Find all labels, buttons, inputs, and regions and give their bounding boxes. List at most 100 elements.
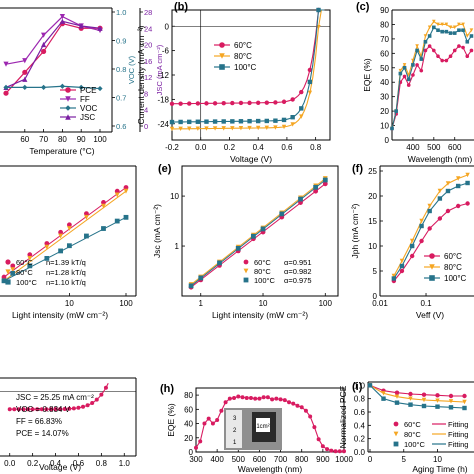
data-point (316, 7, 321, 13)
legend-label: 100°C (234, 63, 257, 72)
data-point (44, 244, 50, 250)
data-point (281, 99, 287, 104)
y-tick-label: 1.0 (354, 381, 366, 390)
data-point (66, 226, 72, 231)
y-tick-label: 10 (380, 122, 389, 131)
x-tick-label: 60 (20, 135, 29, 144)
data-point (448, 399, 454, 404)
data-point (427, 44, 432, 48)
data-point (59, 18, 65, 24)
data-point (238, 119, 244, 124)
legend-marker (219, 64, 225, 70)
panel-f: (f) 0.01 0.1 0 5 10 15 20 25 Veff (V) Jph (mA cm⁻²… (350, 163, 474, 320)
y-tick-label: 40 (380, 78, 389, 87)
panel-h: (h) 300 400 500 600 700 800 900 1000 0 20 40 60 80 Wav… (160, 383, 353, 474)
data-point (16, 407, 21, 412)
data-point (421, 392, 427, 397)
y-tick-label: 0.6 (354, 408, 366, 417)
data-point (402, 63, 407, 67)
series-line-voc (6, 85, 101, 90)
series-line-pce (5, 22, 100, 94)
data-point (27, 256, 33, 261)
jsc-tick-label: 20 (144, 41, 152, 50)
eqe-curve-0 (391, 45, 472, 129)
data-point (462, 399, 467, 405)
data-point (247, 118, 252, 124)
x-axis-label: Temperature (°C) (29, 146, 94, 156)
data-point (223, 400, 228, 405)
data-point (78, 84, 84, 90)
y-tick-label: 30 (380, 93, 389, 102)
x-tick-label: 0.4 (50, 459, 62, 468)
legend-label: 100°C (444, 274, 467, 283)
jsc-axis-label: JSC (mA cm⁻²) (155, 44, 164, 95)
y-tick-label: -24 (157, 120, 169, 129)
data-point (261, 395, 266, 400)
plot-frame (195, 387, 345, 453)
legend-label: 80°C (16, 268, 33, 277)
y-tick-label: 20 (380, 107, 389, 116)
annotation: JSC = 25.25 mA cm⁻² (16, 393, 94, 402)
data-point (188, 283, 194, 289)
data-point (402, 65, 407, 70)
x-tick-label: 0 (368, 455, 373, 464)
legend-note: n=1.10 kT/q (46, 278, 86, 287)
data-point (178, 119, 183, 125)
x-tick-label: 1000 (335, 455, 353, 464)
data-point (408, 402, 413, 407)
panel-c: (c) 400 500 600 0 10 20 30 40 50 60 70 80 90 Wavelengt… (356, 1, 474, 164)
data-point (411, 58, 415, 63)
data-point (307, 90, 313, 96)
data-point (290, 97, 295, 102)
data-point (299, 106, 304, 111)
data-point (398, 68, 403, 73)
data-point (444, 58, 449, 63)
legend-label: 60°C (444, 252, 462, 261)
data-point (10, 267, 16, 272)
y-tick-label: -12 (157, 71, 169, 80)
data-point (312, 425, 317, 430)
data-point (409, 243, 415, 249)
data-point (399, 268, 405, 274)
data-point (217, 260, 222, 266)
y-tick-label: 20 (184, 434, 193, 443)
x-axis-label: Wavelength (nm) (238, 464, 303, 474)
data-point (3, 61, 9, 67)
data-point (307, 79, 313, 85)
data-point (101, 200, 106, 205)
panel-label: (b) (174, 1, 188, 13)
data-point (390, 126, 394, 131)
data-point (84, 214, 89, 220)
data-point (279, 211, 285, 217)
fit-curve-1 (369, 384, 465, 403)
data-point (219, 408, 224, 413)
data-point (448, 31, 453, 35)
voc-axis-label: VOC (V) (127, 55, 136, 84)
x-tick-label: 900 (316, 455, 330, 464)
data-point (123, 188, 129, 194)
data-point (436, 54, 440, 59)
data-point (22, 76, 28, 82)
x-tick-label: -0.2 (165, 143, 179, 152)
data-point (290, 115, 295, 120)
data-point (264, 118, 269, 124)
data-point (440, 58, 444, 63)
data-point (264, 100, 269, 105)
x-tick-label: 10 (259, 299, 268, 308)
data-point (265, 395, 270, 400)
data-point (273, 118, 278, 123)
data-point (435, 393, 440, 398)
data-point (260, 226, 266, 232)
data-point (114, 192, 120, 198)
x-tick-label: 500 (427, 143, 441, 152)
data-point (123, 185, 129, 190)
data-point (325, 447, 330, 452)
data-point (394, 390, 400, 395)
data-point (299, 405, 304, 410)
data-point (436, 22, 440, 27)
data-point (187, 101, 192, 106)
data-point (457, 44, 461, 48)
data-point (445, 208, 451, 214)
data-point (59, 14, 65, 20)
data-point (12, 407, 17, 412)
